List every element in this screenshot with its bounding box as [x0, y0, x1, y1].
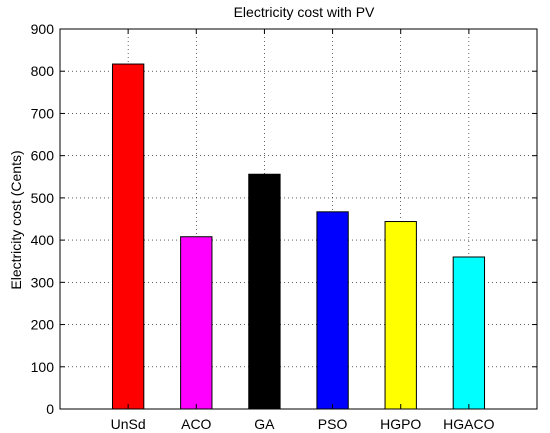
- axis-ticks: 0 100 200 300 400 500 600 700 800 900 UnSd ACO GA PSO…: [31, 21, 537, 432]
- bar-unsd: [111, 63, 145, 410]
- y-tick-label: 500: [31, 190, 55, 206]
- y-tick-label: 100: [31, 359, 55, 375]
- chart-title: Electricity cost with PV: [234, 4, 375, 20]
- bar-aco: [180, 236, 213, 410]
- y-tick-label: 0: [46, 401, 54, 417]
- y-tick-label: 800: [31, 63, 55, 79]
- y-tick-label: 200: [31, 317, 55, 333]
- plot-frame: [59, 28, 538, 410]
- y-tick-label: 900: [31, 21, 55, 37]
- x-tick-label: UnSd: [111, 416, 146, 432]
- bar-pso: [316, 211, 349, 410]
- bar-hgaco: [452, 256, 486, 410]
- bar-hgpo: [384, 221, 417, 410]
- x-tick-label: GA: [254, 416, 275, 432]
- y-tick-label: 600: [31, 148, 55, 164]
- bar-ga: [248, 173, 281, 410]
- bars: [111, 63, 486, 410]
- y-tick-label: 300: [31, 274, 55, 290]
- x-tick-label: ACO: [181, 416, 211, 432]
- y-tick-label: 400: [31, 232, 55, 248]
- y-axis-label: Electricity cost (Cents): [8, 150, 24, 289]
- y-tick-label: 700: [31, 105, 55, 121]
- x-tick-label: HGACO: [443, 416, 494, 432]
- x-tick-label: PSO: [318, 416, 348, 432]
- x-tick-label: HGPO: [380, 416, 421, 432]
